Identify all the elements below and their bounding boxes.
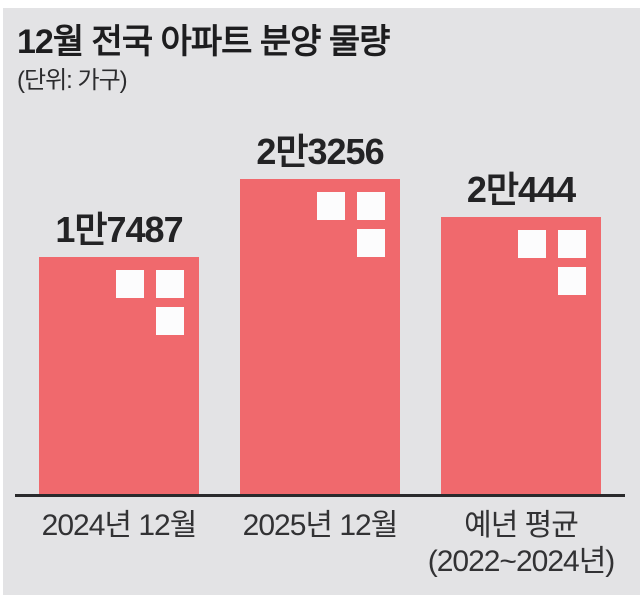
category-label-line: 2024년 12월: [41, 509, 198, 542]
bar-value-label: 2만444: [466, 169, 576, 210]
x-axis-line: [15, 494, 625, 497]
chart-title: 12월 전국 아파트 분양 물량: [17, 23, 390, 61]
bar-2: [240, 179, 400, 495]
window-icon: [357, 229, 385, 257]
window-icon: [156, 307, 184, 335]
bar-1: [39, 257, 199, 495]
window-icon: [156, 270, 184, 298]
category-label-line: 2025년 12월: [242, 509, 399, 542]
window-icon: [558, 267, 586, 295]
window-icon: [558, 230, 586, 258]
window-icon: [357, 192, 385, 220]
bar-3: [441, 217, 601, 495]
window-icon: [317, 192, 345, 220]
bar-value-label: 2만3256: [256, 131, 384, 172]
category-label: 2025년 12월: [160, 508, 480, 544]
bar-value-label: 1만7487: [55, 209, 183, 250]
window-icon: [518, 230, 546, 258]
category-label-line: 예년 평균: [464, 509, 579, 542]
window-icon: [116, 270, 144, 298]
category-label: 예년 평균 (2022~2024년): [361, 508, 640, 580]
category-label-line: (2022~2024년): [427, 545, 616, 578]
category-label: 2024년 12월: [0, 508, 279, 544]
unit-label: (단위: 가구): [17, 67, 128, 94]
